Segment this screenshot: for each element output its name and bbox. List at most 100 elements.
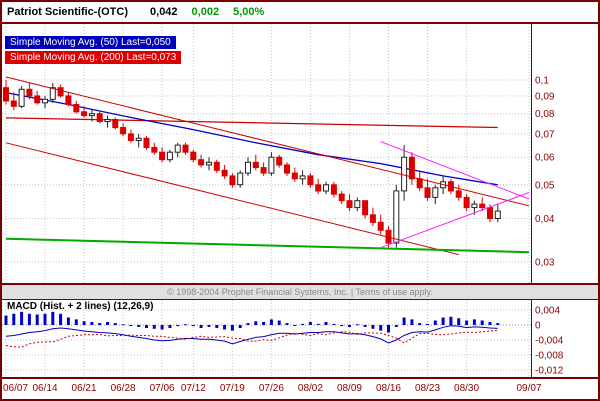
candle-body [127, 133, 134, 141]
copyright-bar: © 1998-2004 Prophet Financial Systems, I… [2, 285, 598, 299]
candle-body [323, 184, 329, 192]
candle-body [135, 137, 142, 142]
trendline [5, 237, 530, 254]
macd-histogram-bar [308, 322, 312, 325]
candle-body [245, 161, 251, 174]
macd-histogram-bar [340, 325, 344, 327]
candle-body [377, 221, 384, 231]
macd-histogram-bar [348, 325, 351, 327]
macd-histogram-bar [402, 317, 406, 325]
candle-body [330, 184, 337, 195]
macd-histogram-bar [441, 317, 445, 325]
price-axis-label: 0,08 [535, 109, 555, 120]
trendline [380, 141, 530, 200]
candle-body [65, 95, 72, 106]
macd-histogram-bar [51, 311, 55, 325]
candle-body [3, 87, 9, 102]
candle-body [237, 172, 244, 186]
date-axis-label: 06/14 [33, 383, 58, 394]
candle-body [26, 88, 33, 97]
macd-histogram-bar [98, 323, 102, 325]
date-axis-label: 06/21 [72, 383, 97, 394]
candle-body [182, 144, 189, 153]
macd-axis-label: -0,008 [535, 351, 564, 362]
macd-histogram-bar [465, 320, 469, 325]
candle-body [206, 161, 212, 166]
candle-body [96, 113, 103, 122]
macd-histogram-bar [277, 320, 281, 325]
candle-body [252, 161, 259, 169]
candle-body [276, 156, 283, 166]
candle-body [416, 178, 423, 189]
macd-histogram-bar [293, 325, 297, 326]
macd-histogram-bar [90, 322, 94, 325]
macd-histogram-bar [59, 313, 63, 326]
macd-histogram-bar [129, 325, 133, 327]
sma50-legend: Simple Moving Avg. (50) Last=0,050 [5, 36, 176, 49]
candle-body [120, 127, 127, 135]
candle-body [104, 119, 111, 122]
macd-histogram-bar [20, 311, 24, 325]
macd-histogram-bar [43, 313, 47, 326]
macd-histogram-bar [394, 325, 398, 327]
sma50-line [5, 91, 498, 186]
candle-body [143, 137, 150, 149]
candle-body [73, 104, 80, 113]
candle-body [10, 100, 17, 107]
date-axis-label: 06/28 [111, 383, 136, 394]
macd-histogram-bar [168, 325, 172, 328]
macd-histogram-bar [160, 325, 164, 330]
price-axis-label: 0,07 [535, 129, 555, 140]
macd-histogram-bar [254, 321, 258, 326]
macd-histogram-bar [433, 320, 437, 325]
macd-line [5, 325, 498, 345]
title-bar: Patriot Scientific-(OTC) 0,042 0,002 5,0… [2, 2, 598, 24]
macd-histogram-bar [269, 319, 273, 325]
candle-body [408, 156, 415, 180]
candle-body [174, 144, 181, 153]
macd-histogram-bar [472, 319, 476, 325]
trendline [380, 192, 530, 249]
macd-histogram-bar [238, 325, 242, 328]
last-price: 0,042 [150, 6, 178, 18]
macd-histogram-bar [121, 324, 125, 326]
price-change-percent: 5,00% [233, 6, 265, 18]
candle-body [487, 207, 493, 220]
macd-histogram-bar [496, 323, 500, 325]
macd-histogram-bar [332, 323, 336, 325]
macd-histogram-bar [191, 325, 195, 327]
macd-axis-label: 0 [535, 321, 541, 332]
candle-body [221, 169, 228, 177]
macd-histogram-bar [106, 322, 109, 325]
candle-body [494, 210, 501, 220]
macd-histogram-bar [27, 313, 31, 326]
macd-histogram-bar [207, 325, 211, 327]
candle-body [299, 175, 306, 180]
candle-body [42, 98, 48, 104]
macd-histogram-bar [324, 322, 328, 325]
date-axis-label: 07/26 [259, 383, 284, 394]
macd-histogram-bar [488, 322, 492, 325]
macd-histogram-bar [387, 325, 390, 333]
macd-histogram-bar [74, 319, 78, 325]
macd-histogram-bar [215, 325, 219, 328]
trendline [5, 142, 459, 256]
candle-body [81, 111, 88, 117]
macd-histogram-bar [426, 323, 429, 325]
macd-axis-label: -0,004 [535, 336, 564, 347]
price-axis-label: 0,1 [535, 75, 549, 86]
candle-body [166, 151, 173, 161]
price-axis-label: 0,04 [535, 214, 555, 225]
candle-body [159, 151, 166, 161]
macd-histogram-bar [199, 325, 203, 328]
macd-histogram-bar [246, 323, 250, 325]
macd-histogram-bar [152, 325, 156, 329]
candle-body [34, 95, 41, 104]
macd-histogram-bar [418, 323, 422, 325]
candle-body [354, 200, 361, 209]
candle-body [346, 200, 353, 209]
candle-body [198, 159, 205, 166]
macd-histogram-bar [35, 314, 39, 325]
macd-histogram-bar [371, 325, 375, 329]
